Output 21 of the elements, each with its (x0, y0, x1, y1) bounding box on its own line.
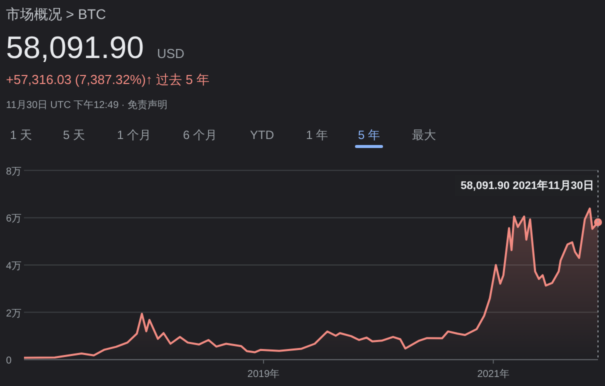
x-tick-label: 2019年 (247, 368, 280, 380)
annotation: 58,091.90 2021年11月30日 (460, 179, 594, 192)
chart-title: 市场概况 > BTC (6, 6, 106, 22)
y-tick-label: 8万 (6, 166, 22, 178)
text: YTD (250, 128, 274, 142)
text: 11月30日 UTC 下午12:49 · 免责声明 (6, 99, 168, 111)
text: 5 天 (63, 128, 86, 142)
text: 1 年 (306, 128, 328, 142)
text: 6 个月 (183, 128, 218, 142)
y-tick-label: 6万 (6, 214, 22, 225)
text: 5 年 (358, 128, 380, 142)
y-tick-label: 2万 (6, 308, 22, 320)
text: 1 个月 (117, 128, 152, 142)
y-tick-label: 0 (6, 356, 12, 367)
chart-subtitle: 58,091.90 (6, 30, 144, 65)
text: +57,316.03 (7,387.32%)↑ 过去 5 年 (6, 72, 210, 87)
x-tick-label: 2021年 (477, 368, 510, 380)
y-tick-label: 4万 (6, 261, 22, 272)
text: 1 天 (10, 128, 32, 142)
text: 最大 (412, 128, 436, 142)
text: USD (157, 46, 184, 61)
